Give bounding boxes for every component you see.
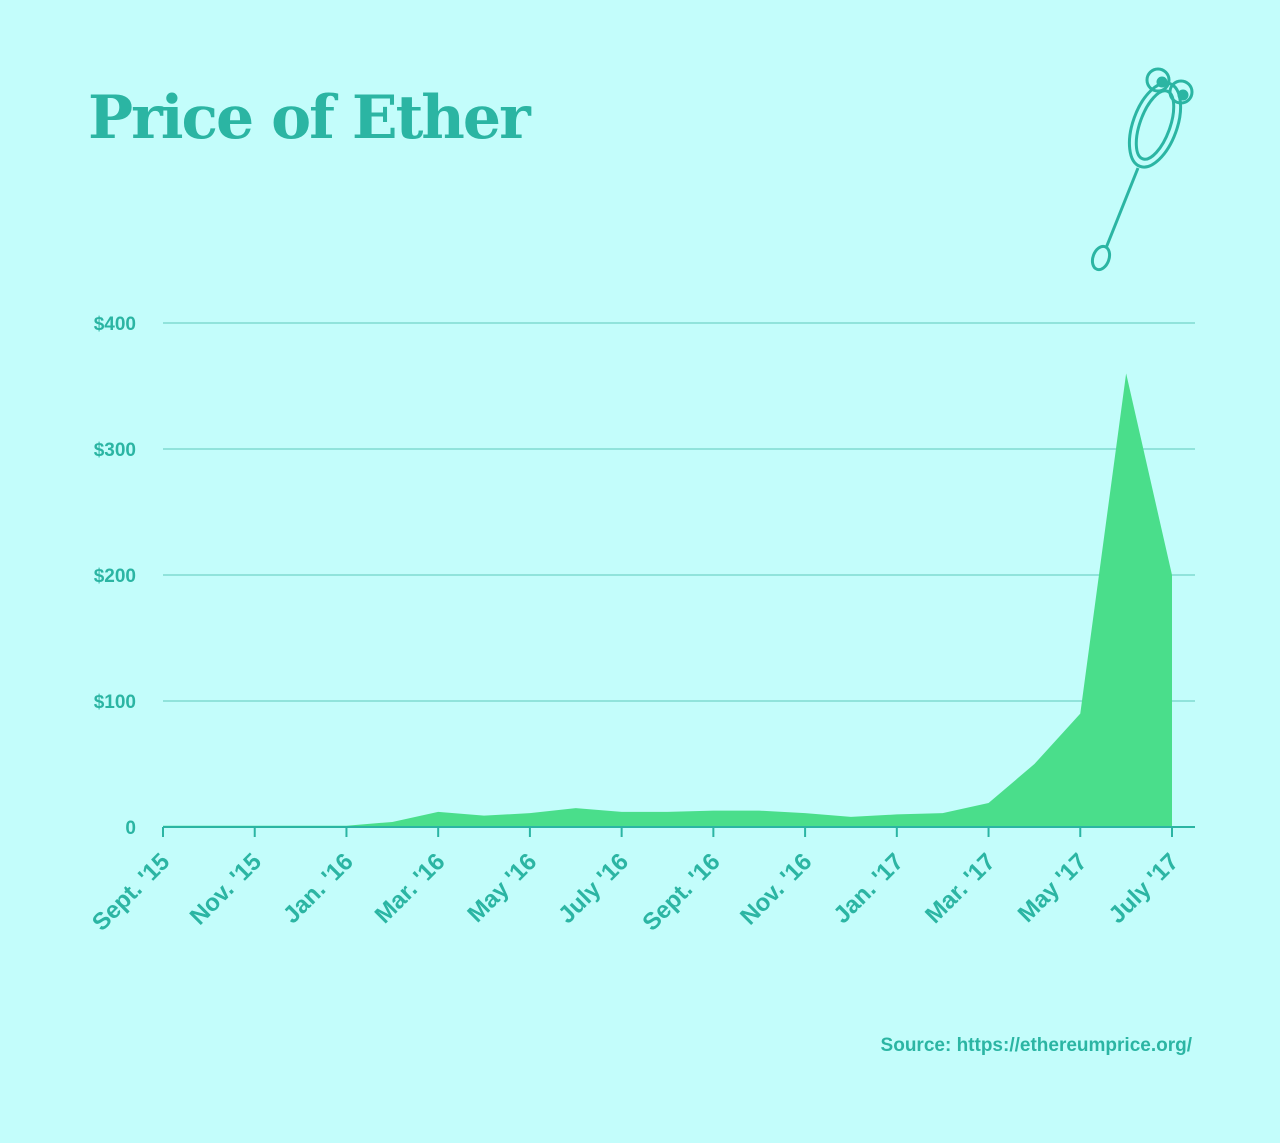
x-tick-label: Jan. '17	[828, 848, 909, 929]
y-tick-label: $300	[94, 440, 136, 461]
x-tick-label: Nov. '15	[185, 848, 267, 930]
x-tick-label: Mar. '17	[920, 848, 1001, 929]
area	[163, 373, 1172, 827]
x-tick-label: Sept. '15	[87, 848, 175, 936]
icon	[1090, 67, 1194, 272]
x-tick-label: July '16	[553, 848, 634, 929]
x-tick-label: Nov. '16	[735, 848, 817, 930]
x-tick-label: July '17	[1104, 848, 1185, 929]
x-tick-label: May '17	[1013, 848, 1093, 928]
x-tick-label: Jan. '16	[278, 848, 359, 929]
y-tick-label: $400	[94, 314, 136, 335]
source: Source: https://ethereumprice.org/	[881, 1035, 1193, 1056]
x-tick-label: May '16	[462, 848, 542, 928]
y-tick-label: $100	[94, 692, 136, 713]
x-tick-label: Mar. '16	[370, 848, 451, 929]
chart-title: Price of Ether	[88, 83, 532, 153]
y-tick-label: 0	[125, 818, 136, 839]
x-tick-label: Sept. '16	[637, 848, 725, 936]
y-tick-label: $200	[94, 566, 136, 587]
